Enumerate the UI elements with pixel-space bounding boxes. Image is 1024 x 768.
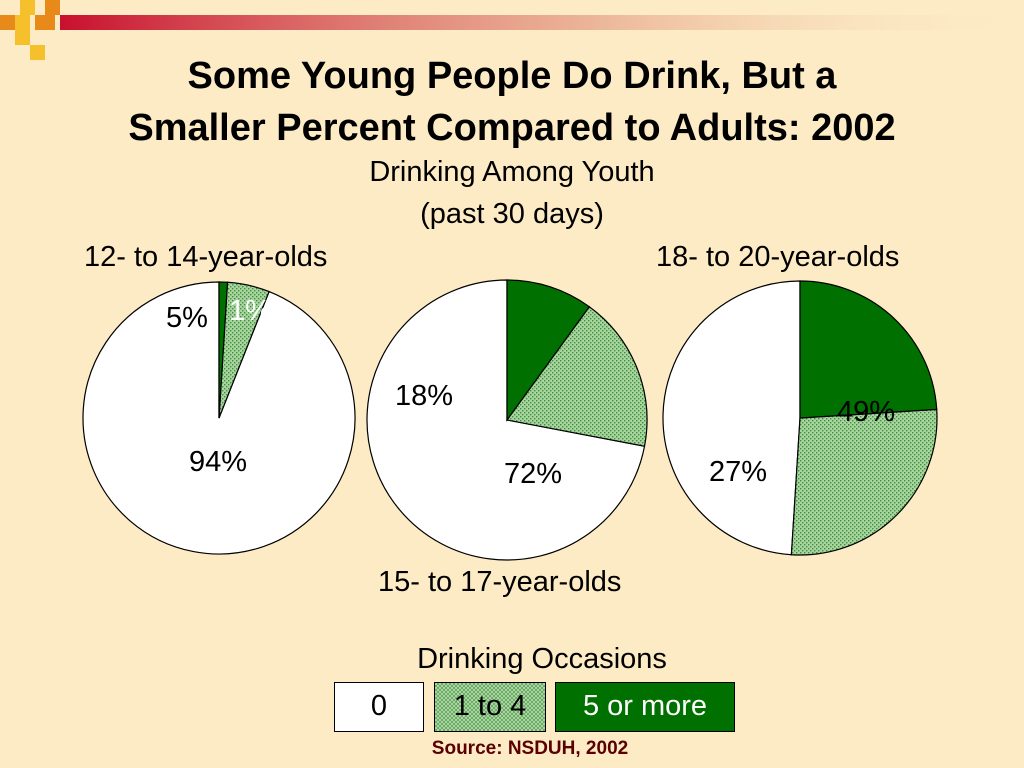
deco-square: [15, 15, 30, 30]
pie-2: [662, 280, 938, 556]
chart-subtitle-line1: Drinking Among Youth: [369, 156, 655, 188]
decorative-header-bar: [0, 0, 1024, 60]
pie-slice: [662, 280, 801, 556]
pie-1: [366, 279, 648, 561]
pie-data-label: 18%: [395, 380, 453, 412]
deco-square: [15, 30, 30, 45]
legend-item-1-to-4: 1 to 4: [434, 682, 546, 732]
legend-title: Drinking Occasions: [417, 643, 667, 675]
pie-slice: [506, 279, 591, 422]
pie-data-label: 27%: [709, 456, 767, 488]
deco-square: [0, 15, 15, 30]
pie-title-15-17: 15- to 17-year-olds: [378, 566, 622, 598]
pie-data-label: 72%: [504, 458, 562, 490]
pie-data-label: 24%: [727, 337, 785, 369]
deco-square: [20, 0, 35, 15]
deco-square: [45, 0, 60, 15]
pie-data-label: 5%: [166, 302, 208, 334]
gradient-bar: [60, 15, 1024, 30]
slide-title-line1: Some Young People Do Drink, But a: [187, 55, 837, 97]
source-note: Source: NSDUH, 2002: [431, 738, 629, 759]
legend-item-5-or-more: 5 or more: [555, 682, 735, 732]
slide-title-line2: Smaller Percent Compared to Adults: 2002: [128, 107, 896, 149]
legend-item-0: 0: [334, 682, 424, 732]
pie-title-12-14: 12- to 14-year-olds: [84, 241, 328, 273]
pie-title-18-20: 18- to 20-year-olds: [656, 241, 900, 273]
pie-data-label: 10%: [446, 302, 504, 334]
pie-slice: [218, 281, 229, 419]
pie-slice: [366, 279, 646, 561]
chart-subtitle-line2: (past 30 days): [420, 198, 604, 230]
pie-slice: [505, 305, 648, 447]
deco-square: [30, 45, 45, 60]
pie-slice: [790, 408, 938, 556]
pie-data-label: 49%: [837, 396, 895, 428]
pie-data-label: 1%: [229, 295, 271, 327]
deco-square: [35, 15, 55, 30]
pie-slice: [799, 280, 938, 419]
pie-data-label: 94%: [189, 446, 247, 478]
pie-0: [82, 281, 356, 555]
